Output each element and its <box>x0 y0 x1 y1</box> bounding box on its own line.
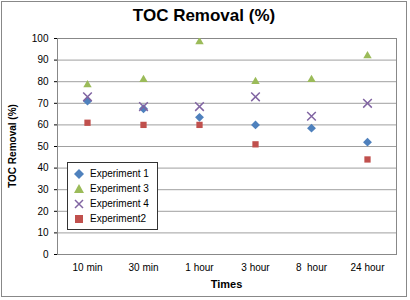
html-text:Experiment 3: Experiment 3 <box>90 183 149 194</box>
svg-text:TOC Removal (%): TOC Removal (%) <box>7 104 18 188</box>
svg-text:10: 10 <box>37 227 49 238</box>
svg-text:70: 70 <box>37 98 49 109</box>
html-text:TOC Removal (%): TOC Removal (%) <box>132 6 276 25</box>
html-text:Experiment2: Experiment2 <box>90 213 147 224</box>
html-text:Experiment 1: Experiment 1 <box>90 168 149 179</box>
svg-text:3 hour: 3 hour <box>241 262 270 273</box>
svg-text:80: 80 <box>37 76 49 87</box>
svg-text:90: 90 <box>37 54 49 65</box>
svg-text:Times: Times <box>211 278 243 290</box>
svg-text:40: 40 <box>37 162 49 173</box>
svg-text:1 hour: 1 hour <box>185 262 214 273</box>
svg-text:10 min: 10 min <box>72 262 102 273</box>
svg-text:0: 0 <box>43 249 49 260</box>
svg-text:20: 20 <box>37 206 49 217</box>
svg-text:60: 60 <box>37 119 49 130</box>
svg-text:100: 100 <box>32 33 49 44</box>
svg-text:50: 50 <box>37 141 49 152</box>
html-text:Experiment 4: Experiment 4 <box>90 198 149 209</box>
svg-text:30: 30 <box>37 184 49 195</box>
svg-text:24 hour: 24 hour <box>351 262 386 273</box>
svg-text:30 min: 30 min <box>128 262 158 273</box>
svg-text:8 hour: 8 hour <box>296 262 328 273</box>
